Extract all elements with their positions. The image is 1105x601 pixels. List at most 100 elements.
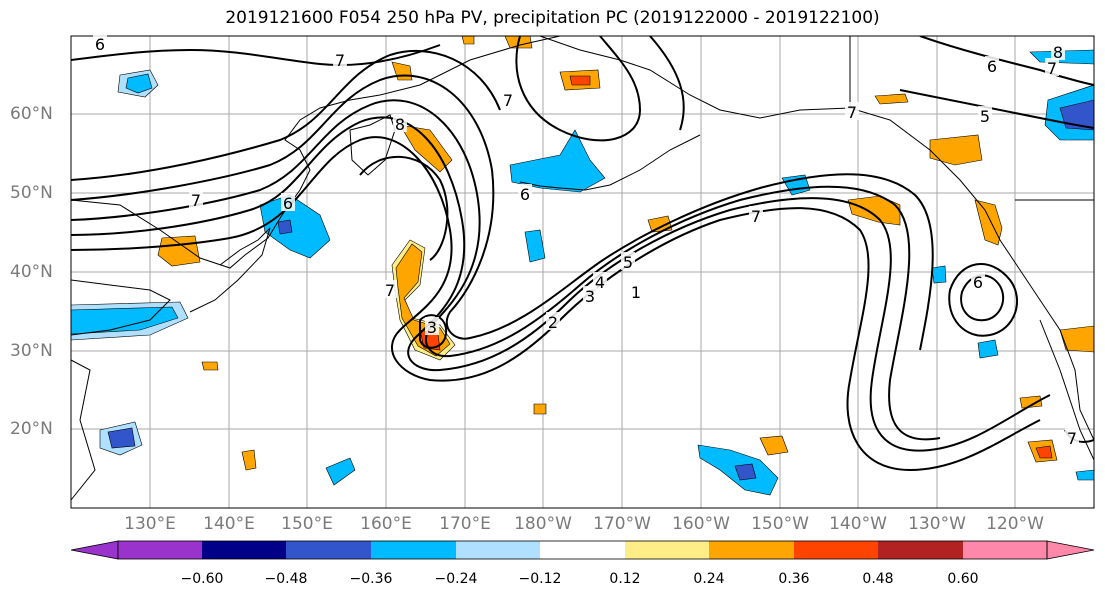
contour-label-bg bbox=[383, 280, 397, 298]
colorbar-swatch bbox=[371, 541, 456, 559]
contour-label-bg bbox=[501, 90, 515, 108]
pos-precip-area bbox=[647, 215, 673, 233]
colorbar-swatch bbox=[540, 541, 625, 559]
contour-label-bg bbox=[1051, 42, 1065, 60]
pos-precip-area bbox=[1035, 445, 1053, 459]
contour-label-bg bbox=[621, 252, 635, 270]
contour-label-bg bbox=[333, 50, 347, 68]
lat-label: 60°N bbox=[10, 104, 53, 124]
contour-label: 6 bbox=[987, 57, 997, 76]
contour-label: 7 bbox=[191, 191, 201, 210]
colorbar-swatch bbox=[963, 541, 1047, 559]
pv-contours bbox=[71, 36, 1094, 472]
pos-precip-area bbox=[1019, 395, 1043, 409]
lon-label: 180°W bbox=[514, 514, 572, 534]
neg-precip-area bbox=[107, 427, 136, 449]
japan-coast bbox=[189, 227, 271, 313]
pos-precip-area bbox=[569, 75, 591, 86]
neg-precip-area bbox=[325, 457, 356, 486]
colorbar-swatch bbox=[118, 541, 202, 559]
colorbar-swatch bbox=[456, 541, 540, 559]
pos-precip-area bbox=[533, 403, 547, 415]
lon-label: 150°W bbox=[751, 514, 809, 534]
neg-precip-area bbox=[1059, 99, 1094, 131]
pos-precip-area bbox=[461, 36, 475, 45]
contour-label: 7 bbox=[335, 51, 345, 70]
colorbar-tick-label: 0.36 bbox=[778, 571, 810, 587]
pv-contour bbox=[899, 89, 1094, 129]
lat-label: 20°N bbox=[10, 419, 53, 439]
pos-precip-area bbox=[1059, 325, 1094, 353]
colorbar-swatch bbox=[202, 541, 286, 559]
lon-label: 170°E bbox=[439, 514, 491, 534]
aleutian-islands bbox=[519, 134, 701, 191]
asia-coast bbox=[71, 36, 561, 269]
contour-label-bg bbox=[93, 34, 107, 52]
neg-precip-area bbox=[977, 339, 999, 359]
contour-label: 8 bbox=[1053, 43, 1063, 62]
pv-contour bbox=[71, 136, 1041, 472]
contour-label: 1 bbox=[631, 283, 641, 302]
pv-contour bbox=[359, 155, 449, 261]
pv-contour bbox=[71, 44, 441, 67]
pv-contour bbox=[419, 314, 448, 349]
lon-label: 130°E bbox=[124, 514, 176, 534]
baja-coast bbox=[1039, 319, 1094, 461]
contour-label: 5 bbox=[623, 253, 633, 272]
colorbar-swatch bbox=[286, 541, 371, 559]
lat-label: 30°N bbox=[10, 341, 53, 361]
lon-label: 150°E bbox=[281, 514, 333, 534]
pv-contour bbox=[919, 36, 1094, 86]
pos-precip-area bbox=[874, 93, 909, 105]
neg-precip-area bbox=[1075, 469, 1094, 481]
colorbar-extend-right bbox=[1046, 540, 1095, 560]
contour-label: 7 bbox=[1067, 429, 1077, 448]
contour-label: 8 bbox=[395, 115, 405, 134]
contour-label-bg bbox=[393, 114, 407, 132]
colorbar-tick-label: −0.12 bbox=[518, 571, 562, 587]
colorbar-tick-label: −0.48 bbox=[264, 571, 308, 587]
pos-precip-area bbox=[759, 435, 789, 456]
contour-label-bg bbox=[593, 272, 607, 290]
colorbar-tick-label: −0.24 bbox=[434, 571, 478, 587]
china-south-coast bbox=[71, 359, 96, 501]
neg-precip-area bbox=[277, 219, 293, 235]
colorbar-tick-label: 0.24 bbox=[693, 571, 725, 587]
contour-label: 3 bbox=[585, 287, 595, 306]
contour-label-bg bbox=[629, 282, 643, 300]
pv-contour bbox=[948, 263, 1019, 337]
colorbar-tick-label: −0.36 bbox=[349, 571, 393, 587]
pv-contour bbox=[649, 36, 685, 131]
pv-contour bbox=[71, 116, 1051, 452]
lon-label: 140°W bbox=[829, 514, 887, 534]
lon-label: 140°E bbox=[203, 514, 255, 534]
contour-label-bg bbox=[1065, 428, 1079, 446]
contour-label-bg bbox=[189, 190, 203, 208]
lon-label: 170°W bbox=[593, 514, 651, 534]
colorbar-swatch bbox=[709, 541, 794, 559]
contour-label-bg bbox=[546, 312, 560, 330]
contour-label-bg bbox=[425, 317, 439, 335]
contour-label: 6 bbox=[973, 273, 983, 292]
kamchatka-coast bbox=[349, 114, 396, 176]
neg-precip-area bbox=[71, 306, 179, 335]
neg-precip-area bbox=[524, 229, 546, 263]
map-frame bbox=[70, 35, 1095, 509]
contour-label: 6 bbox=[95, 35, 105, 54]
colorbar-tick-label: 0.12 bbox=[609, 571, 641, 587]
colorbar-extend-left bbox=[70, 540, 119, 560]
pos-precip-area bbox=[241, 449, 257, 471]
colorbar-swatch bbox=[794, 541, 878, 559]
colorbar-tick-label: 0.48 bbox=[862, 571, 894, 587]
contour-label: 6 bbox=[520, 185, 530, 204]
neg-precip-area bbox=[734, 463, 757, 481]
contour-label-bg bbox=[985, 56, 999, 74]
contour-label-bg bbox=[1045, 58, 1059, 76]
pos-precip-area bbox=[929, 134, 983, 166]
lon-label: 160°W bbox=[672, 514, 730, 534]
pv-contour bbox=[515, 36, 642, 142]
contour-label-bg bbox=[518, 184, 532, 202]
pv-contour bbox=[71, 49, 501, 181]
contour-label: 3 bbox=[427, 318, 437, 337]
contour-label: 7 bbox=[751, 207, 761, 226]
